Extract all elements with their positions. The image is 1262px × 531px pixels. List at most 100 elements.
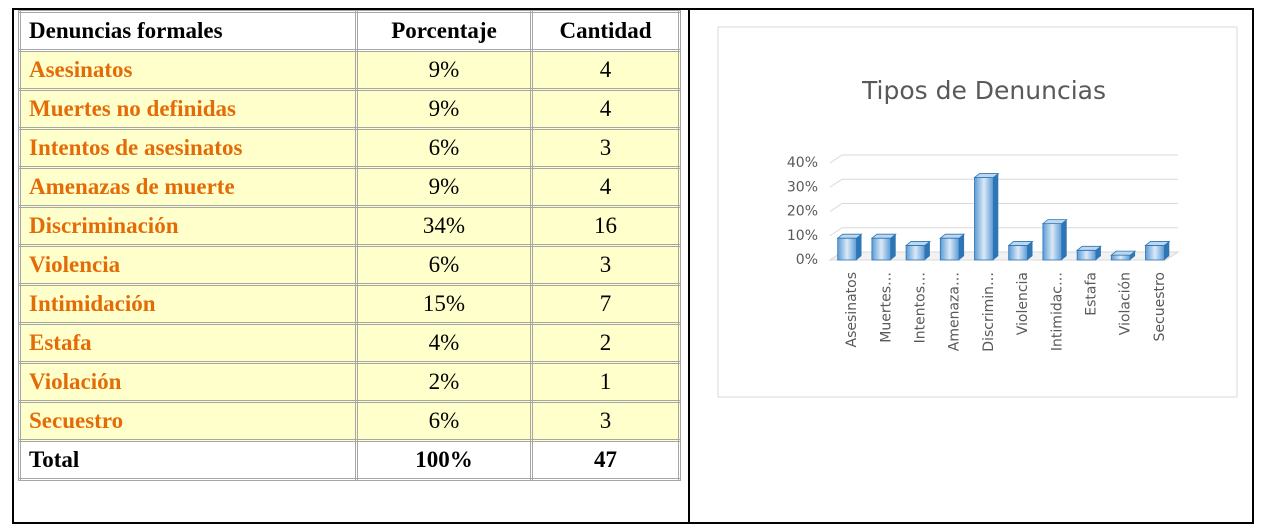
table-cell: Violencia xyxy=(18,244,358,286)
x-tick-label: Estafa xyxy=(1084,272,1100,316)
table-row: Discriminación 34% 16 xyxy=(18,205,681,247)
bar-part xyxy=(1130,251,1136,260)
bar xyxy=(1144,241,1171,261)
x-tick-label: Violencia xyxy=(1015,272,1031,335)
table-cell: Amenazas de muerte xyxy=(18,166,358,208)
table-cell: 15% xyxy=(355,283,533,325)
table-row: Secuestro 6% 3 xyxy=(18,400,681,442)
bar xyxy=(1041,219,1068,261)
table-cell: Estafa xyxy=(18,322,358,364)
table-row: Asesinatos 9% 4 xyxy=(18,49,681,91)
table-cell: 9% xyxy=(355,88,533,130)
table-cell: 4 xyxy=(530,49,681,91)
y-tick-label: 30% xyxy=(787,179,818,195)
bar-part xyxy=(1027,241,1033,260)
table-cell: Denuncias formales xyxy=(18,10,358,52)
table-cell: Asesinatos xyxy=(18,49,358,91)
x-tick-label: Violación xyxy=(1118,272,1134,335)
bar-part xyxy=(905,245,926,261)
grid-line xyxy=(829,203,1178,212)
bar-part xyxy=(939,237,960,261)
table-cell: Secuestro xyxy=(18,400,358,442)
bar-part xyxy=(1061,219,1067,260)
bar xyxy=(870,233,897,261)
bar xyxy=(1007,241,1034,261)
y-tick-label: 40% xyxy=(787,155,818,171)
bar xyxy=(1110,250,1137,261)
table-row: Denuncias formales Porcentaje Cantidad xyxy=(18,10,681,52)
y-tick-label: 10% xyxy=(787,228,818,244)
table-cell: Porcentaje xyxy=(355,10,533,52)
table-cell: Intimidación xyxy=(18,283,358,325)
chart-title: Tipos de Denuncias xyxy=(861,76,1106,105)
bar-part xyxy=(1110,254,1131,261)
bar xyxy=(973,173,1000,261)
table-row: Total 100% 47 xyxy=(18,439,681,481)
table-cell: Discriminación xyxy=(18,205,358,247)
x-tick-label: Intentos… xyxy=(913,272,929,343)
grid-line xyxy=(829,178,1178,188)
table-cell: 4 xyxy=(530,88,681,130)
table-row: Violencia 6% 3 xyxy=(18,244,681,286)
table-row: Estafa 4% 2 xyxy=(18,322,681,364)
y-tick-label: 0% xyxy=(796,252,818,268)
table-row: Violación 2% 1 xyxy=(18,361,681,403)
table-row: Intentos de asesinatos 6% 3 xyxy=(18,127,681,169)
table-row: Amenazas de muerte 9% 4 xyxy=(18,166,681,208)
separator xyxy=(688,8,690,522)
table-cell: Violación xyxy=(18,361,358,403)
table-cell: 3 xyxy=(530,127,681,169)
bar-part xyxy=(871,237,892,261)
table-cell: 2 xyxy=(530,322,681,364)
table-cell: 4% xyxy=(355,322,533,364)
table-cell: 6% xyxy=(355,244,533,286)
grid-line xyxy=(829,154,1178,164)
bar xyxy=(939,233,966,261)
x-tick-label: Asesinatos xyxy=(844,272,860,347)
table-cell: 47 xyxy=(530,439,681,481)
bar-part xyxy=(1076,249,1097,261)
table-cell: Muertes no definidas xyxy=(18,88,358,130)
table-cell: 16 xyxy=(530,205,681,247)
table-cell: 6% xyxy=(355,400,533,442)
table-cell: 3 xyxy=(530,400,681,442)
table: Denuncias formales Porcentaje Cantidad Ases… xyxy=(18,10,681,481)
table-row: Muertes no definidas 9% 4 xyxy=(18,88,681,130)
x-tick-label: Secuestro xyxy=(1152,272,1168,341)
table-cell: 2% xyxy=(355,361,533,403)
table-cell: Intentos de asesinatos xyxy=(18,127,358,169)
table-cell: 3 xyxy=(530,244,681,286)
table-cell: 1 xyxy=(530,361,681,403)
table-cell: Total xyxy=(18,439,358,481)
bar-part xyxy=(1164,241,1170,260)
bar-part xyxy=(890,234,896,260)
bar-part xyxy=(837,237,857,261)
table-cell: 6% xyxy=(355,127,533,169)
table-cell: 34% xyxy=(355,205,533,247)
bar-part xyxy=(974,177,994,261)
table-cell: 100% xyxy=(355,439,533,481)
bar xyxy=(1075,245,1103,261)
bar-part xyxy=(1042,223,1063,261)
bar xyxy=(836,233,863,261)
frame xyxy=(12,8,1254,524)
bar-part xyxy=(1095,246,1101,260)
table-cell: 4 xyxy=(530,166,681,208)
table-cell: Cantidad xyxy=(530,10,681,52)
bar-part xyxy=(959,234,965,260)
table-body: Denuncias formales Porcentaje Cantidad Ases… xyxy=(18,10,681,481)
bar-part xyxy=(856,234,862,260)
table-row: Intimidación 15% 7 xyxy=(18,283,681,325)
bar-part xyxy=(1008,245,1028,261)
bar-part xyxy=(993,173,999,260)
x-tick-label: Discrimin… xyxy=(981,272,997,352)
x-tick-label: Muertes… xyxy=(878,272,894,343)
table-cell: 9% xyxy=(355,166,533,208)
x-tick-label: Intimidac… xyxy=(1049,272,1065,351)
table-cell: 7 xyxy=(530,283,681,325)
table-cell: 9% xyxy=(355,49,533,91)
bar xyxy=(904,241,932,261)
y-tick-label: 20% xyxy=(787,204,818,220)
